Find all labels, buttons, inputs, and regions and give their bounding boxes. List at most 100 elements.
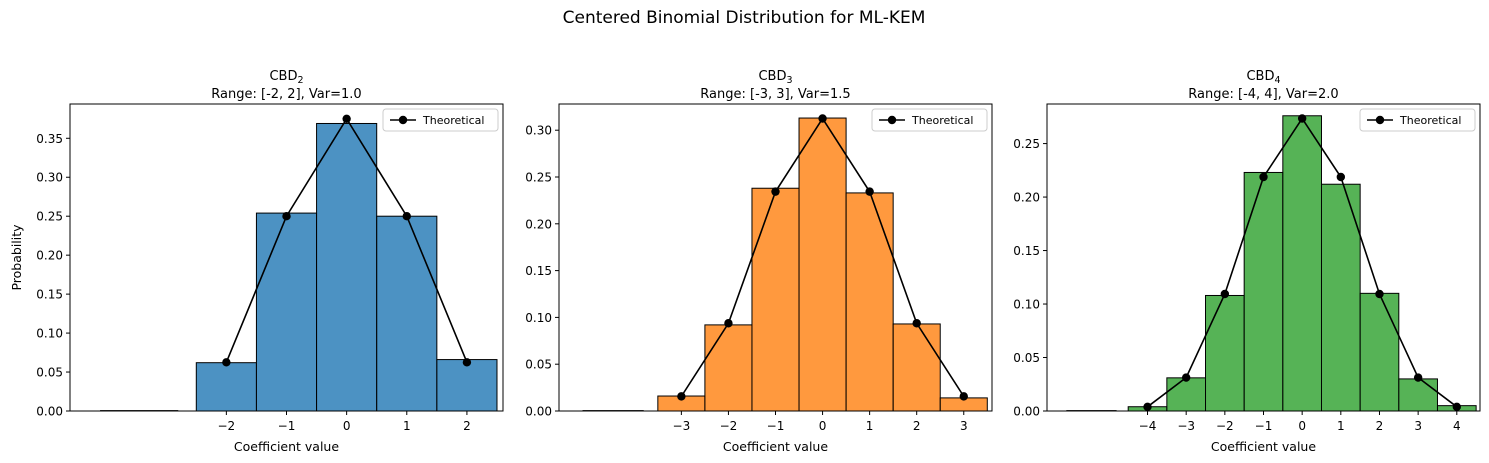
y-tick-label: 0.05 bbox=[525, 358, 552, 372]
legend-marker bbox=[398, 115, 408, 125]
legend: Theoretical bbox=[871, 108, 988, 132]
panel-title: CBD3 bbox=[758, 69, 792, 86]
legend-label: Theoretical bbox=[1399, 114, 1461, 127]
theoretical-point-3 bbox=[1413, 373, 1423, 382]
x-tick: −1 bbox=[278, 411, 296, 433]
bar--3 bbox=[1166, 377, 1207, 412]
y-tick-label: 0.00 bbox=[36, 405, 63, 419]
x-tick: −3 bbox=[1177, 411, 1195, 433]
x-tick: 3 bbox=[960, 411, 968, 433]
panel-title-subscript: 4 bbox=[1274, 75, 1280, 86]
theoretical-point--2 bbox=[222, 358, 231, 367]
x-tick: −1 bbox=[1255, 411, 1273, 433]
y-tick-label: 0.20 bbox=[525, 217, 552, 231]
y-tick: 0.10 bbox=[525, 311, 559, 325]
bar-0 bbox=[798, 117, 847, 412]
theoretical-point--3 bbox=[1181, 373, 1191, 382]
y-tick: 0.25 bbox=[36, 210, 70, 224]
legend-label: Theoretical bbox=[422, 114, 484, 127]
y-tick-label: 0.30 bbox=[525, 124, 552, 138]
theoretical-point--3 bbox=[677, 392, 686, 401]
y-axis-label: Probability bbox=[9, 224, 24, 291]
y-tick-label: 0.15 bbox=[525, 264, 552, 278]
y-tick: 0.10 bbox=[36, 327, 70, 341]
x-tick: 2 bbox=[913, 411, 921, 433]
x-tick: −3 bbox=[673, 411, 691, 433]
x-tick-label: −3 bbox=[1177, 419, 1195, 433]
bar--1 bbox=[1243, 171, 1284, 412]
x-tick: 0 bbox=[343, 411, 350, 433]
theoretical-point--1 bbox=[282, 212, 291, 221]
bar-2 bbox=[436, 359, 498, 412]
y-tick: 0.05 bbox=[1013, 351, 1047, 365]
y-tick: 0.00 bbox=[36, 405, 70, 419]
theoretical-point-1 bbox=[402, 212, 411, 221]
x-tick-label: −1 bbox=[767, 419, 785, 433]
panel-title-main: CBD bbox=[1246, 69, 1274, 84]
y-tick-label: 0.15 bbox=[36, 288, 63, 302]
x-tick: −2 bbox=[218, 411, 235, 433]
x-tick-label: 3 bbox=[960, 419, 968, 433]
bar--1 bbox=[255, 212, 318, 412]
theoretical-point-2 bbox=[462, 358, 472, 367]
panel-title: CBD2 bbox=[269, 69, 303, 86]
x-tick-label: 0 bbox=[819, 419, 827, 433]
x-tick: −2 bbox=[1216, 411, 1234, 433]
bar-2 bbox=[892, 323, 941, 412]
cbd4-panel: −4 −3 −2 −1 0 1 2 3 4 0.00 0.05 0.10 0.15 0.20 0.25 Coe… bbox=[1013, 69, 1481, 454]
y-tick-label: 0.35 bbox=[36, 132, 63, 146]
x-tick: −2 bbox=[720, 411, 738, 433]
x-tick-label: 2 bbox=[913, 419, 921, 433]
bar-1 bbox=[1320, 183, 1361, 412]
y-tick: 0.20 bbox=[525, 217, 559, 231]
x-tick-label: 3 bbox=[1414, 419, 1422, 433]
x-tick: 2 bbox=[1376, 411, 1383, 433]
theoretical-point-3 bbox=[959, 392, 968, 401]
x-tick-label: 0 bbox=[1298, 419, 1306, 433]
theoretical-point--1 bbox=[1259, 172, 1268, 182]
panel-title-main: CBD bbox=[269, 69, 297, 84]
y-tick-label: 0.30 bbox=[36, 171, 63, 185]
y-tick-label: 0.25 bbox=[1013, 137, 1040, 151]
legend-label: Theoretical bbox=[911, 114, 973, 127]
y-tick: 0.30 bbox=[525, 124, 559, 138]
figure-suptitle: Centered Binomial Distribution for ML-KE… bbox=[563, 8, 926, 28]
y-tick-label: 0.05 bbox=[36, 366, 63, 380]
bar--2 bbox=[704, 324, 753, 412]
y-tick: 0.00 bbox=[525, 405, 559, 419]
x-tick: 0 bbox=[819, 411, 827, 433]
legend-box bbox=[871, 108, 988, 132]
bar-3 bbox=[1398, 378, 1438, 412]
y-tick-label: 0.00 bbox=[1013, 405, 1040, 419]
x-tick-label: −1 bbox=[278, 419, 296, 433]
panel-subtitle: Range: [-2, 2], Var=1.0 bbox=[211, 87, 361, 102]
x-tick-label: −3 bbox=[673, 419, 691, 433]
y-tick: 0.25 bbox=[525, 171, 559, 185]
y-tick: 0.10 bbox=[1013, 298, 1047, 312]
x-tick: 4 bbox=[1453, 411, 1461, 433]
theoretical-point--4 bbox=[1143, 402, 1152, 412]
y-tick: 0.30 bbox=[36, 171, 70, 185]
bar-1 bbox=[845, 192, 894, 412]
panel-subtitle: Range: [-3, 3], Var=1.5 bbox=[700, 87, 850, 102]
panel-title-subscript: 3 bbox=[786, 75, 792, 86]
x-tick-label: 1 bbox=[403, 419, 411, 433]
theoretical-point-2 bbox=[1375, 289, 1384, 299]
y-tick: 0.20 bbox=[36, 249, 70, 263]
y-tick-label: 0.20 bbox=[36, 249, 63, 263]
x-tick-label: −4 bbox=[1139, 419, 1157, 433]
y-tick-label: 0.00 bbox=[525, 405, 552, 419]
x-axis-label: Coefficient value bbox=[1211, 439, 1316, 454]
x-tick-label: 1 bbox=[866, 419, 874, 433]
bar--1 bbox=[751, 187, 800, 412]
x-tick-label: −2 bbox=[720, 419, 738, 433]
x-tick-label: 2 bbox=[463, 419, 471, 433]
theoretical-point-0 bbox=[342, 114, 351, 124]
x-tick-label: 1 bbox=[1337, 419, 1345, 433]
panel-title-main: CBD bbox=[758, 69, 786, 84]
theoretical-point--2 bbox=[724, 319, 733, 328]
bar-0 bbox=[1282, 115, 1322, 412]
y-tick-label: 0.25 bbox=[525, 171, 552, 185]
theoretical-point-1 bbox=[1336, 172, 1346, 182]
x-tick-label: −1 bbox=[1255, 419, 1273, 433]
